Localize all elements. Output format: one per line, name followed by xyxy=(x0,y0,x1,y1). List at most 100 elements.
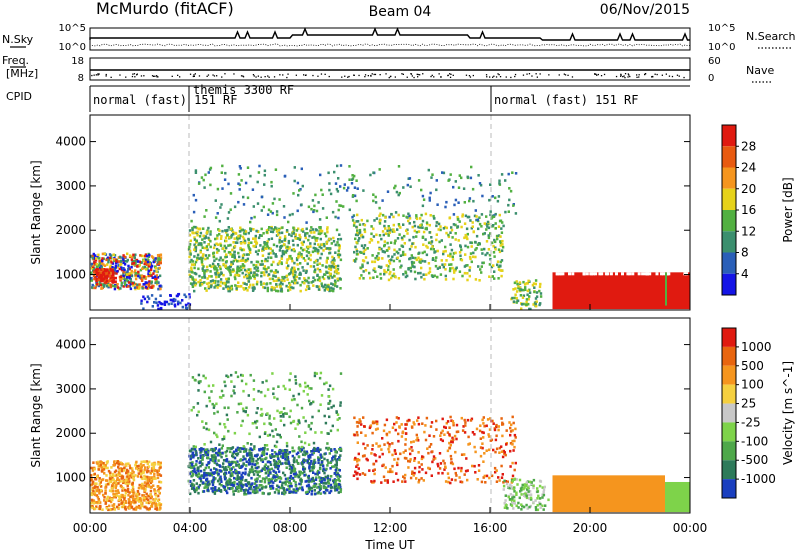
power-cell xyxy=(494,196,497,200)
power-cell xyxy=(383,244,386,248)
power-cell xyxy=(335,228,339,232)
power-cell xyxy=(153,301,156,304)
velocity-cell xyxy=(249,491,252,495)
power-cell xyxy=(293,249,296,253)
velocity-cell xyxy=(255,489,258,492)
power-cell xyxy=(290,257,293,260)
velocity-cell xyxy=(307,461,311,465)
power-cell xyxy=(128,267,131,271)
velocity-cell xyxy=(121,467,124,471)
power-cell xyxy=(486,251,489,255)
power-cell xyxy=(520,307,523,310)
velocity-cell xyxy=(117,465,120,469)
nave-point xyxy=(468,75,471,77)
velocity-cell xyxy=(218,422,222,426)
velocity-cell xyxy=(157,462,160,466)
velocity-cell xyxy=(307,424,311,427)
nave-point xyxy=(105,75,107,77)
power-cell xyxy=(258,234,262,237)
velocity-cell xyxy=(328,384,332,388)
velocity-cell xyxy=(116,460,120,463)
power-cell xyxy=(292,286,295,290)
power-cell xyxy=(379,266,382,269)
velocity-cell xyxy=(309,456,312,459)
velocity-cell xyxy=(215,468,218,471)
power-cell xyxy=(242,195,245,199)
velocity-cell xyxy=(195,488,198,492)
velocity-cell xyxy=(335,488,339,492)
power-cell xyxy=(431,245,434,248)
power-cell xyxy=(480,271,483,274)
nave-point xyxy=(431,74,433,76)
power-cell xyxy=(280,287,283,291)
nave-point xyxy=(597,73,599,76)
velocity-cell xyxy=(358,418,361,421)
velocity-cell xyxy=(304,491,308,494)
velocity-cell xyxy=(203,468,206,472)
power-cell xyxy=(304,236,307,240)
velocity-cell xyxy=(235,449,238,452)
power-cell xyxy=(108,253,112,256)
power-cell xyxy=(372,235,376,238)
velocity-cell xyxy=(273,491,277,494)
velocity-cell xyxy=(210,473,214,477)
velocity-cell xyxy=(219,469,222,473)
power-cell xyxy=(316,248,320,252)
velocity-cell xyxy=(195,474,198,477)
power-cell xyxy=(327,171,330,175)
power-cell xyxy=(256,230,260,233)
power-cell xyxy=(263,273,266,277)
velocity-cell xyxy=(234,461,238,464)
power-cell xyxy=(264,257,267,261)
power-cell xyxy=(286,278,289,281)
velocity-cell xyxy=(117,463,121,466)
power-cell xyxy=(207,286,211,290)
power-cell xyxy=(153,275,157,278)
velocity-cell xyxy=(251,448,254,452)
power-cell xyxy=(313,278,317,282)
velocity-cell xyxy=(338,483,341,486)
velocity-cell xyxy=(244,472,247,476)
power-cell xyxy=(284,237,287,240)
velocity-cell xyxy=(236,453,239,457)
power-cell xyxy=(502,224,505,228)
power-cell xyxy=(125,278,128,282)
power-cell xyxy=(525,282,528,285)
power-cell xyxy=(113,287,117,291)
power-cell xyxy=(131,262,134,265)
power-cell xyxy=(415,214,418,217)
power-cell xyxy=(285,284,288,288)
power-cell xyxy=(159,287,162,291)
power-cell xyxy=(469,257,472,261)
power-cell xyxy=(193,266,196,270)
velocity-cell xyxy=(204,472,208,475)
power-cell xyxy=(200,260,204,264)
power-cell xyxy=(418,251,421,255)
power-cell xyxy=(192,263,196,266)
power-cell xyxy=(306,232,309,235)
power-cell xyxy=(328,247,331,250)
velocity-cell xyxy=(283,423,286,427)
nave-point xyxy=(373,73,375,76)
velocity-cell xyxy=(275,473,279,477)
power-cell xyxy=(102,276,105,279)
velocity-cell xyxy=(300,445,304,449)
velocity-cell xyxy=(118,495,121,498)
nave-point xyxy=(364,76,366,78)
velocity-cell xyxy=(307,490,311,494)
power-cell xyxy=(190,270,194,273)
power-cell xyxy=(497,248,501,251)
power-cell xyxy=(263,259,267,263)
velocity-cell xyxy=(502,449,505,453)
power-cell xyxy=(191,276,194,279)
power-cell xyxy=(158,261,161,264)
power-cell xyxy=(427,262,431,265)
velocity-cell xyxy=(469,419,473,422)
velocity-cell xyxy=(250,459,253,463)
power-cell xyxy=(145,282,148,286)
velocity-cell xyxy=(208,399,212,403)
velocity-cell xyxy=(111,489,115,493)
power-cell xyxy=(97,278,101,282)
velocity-cell xyxy=(104,502,107,505)
power-cell xyxy=(360,274,363,277)
